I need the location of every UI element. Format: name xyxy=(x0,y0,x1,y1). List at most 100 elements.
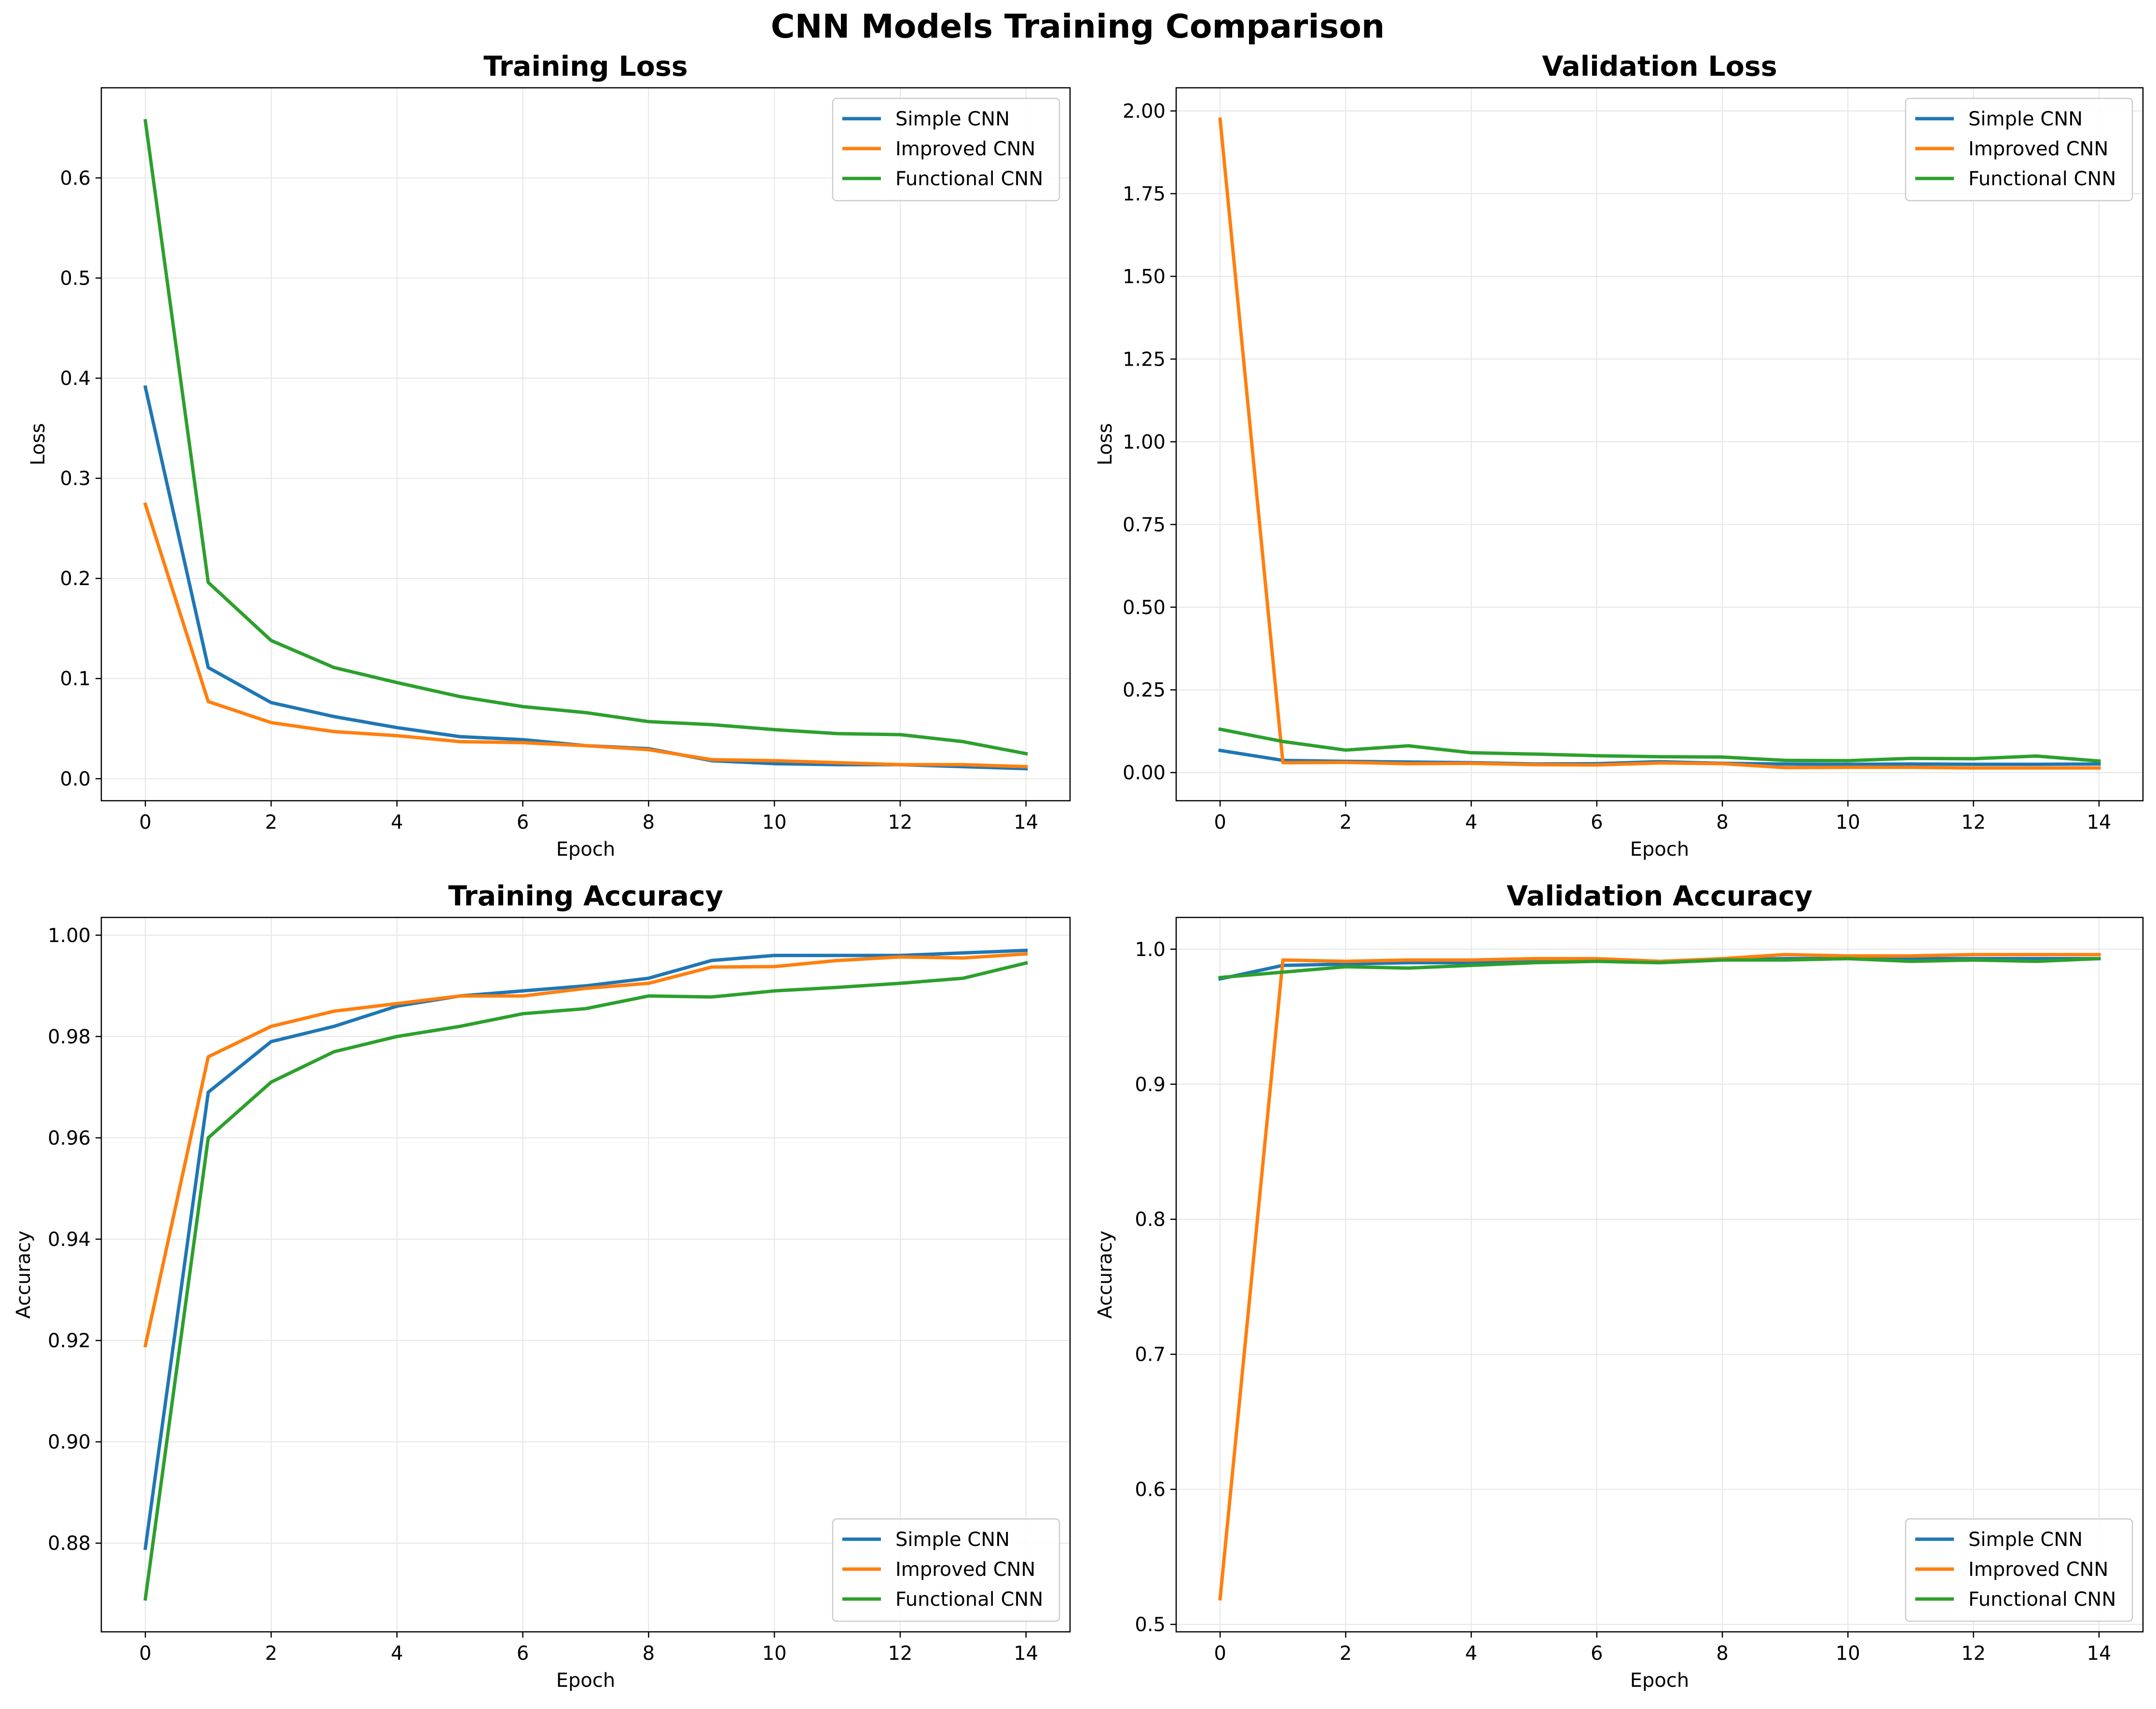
series-line-functional-cnn xyxy=(143,119,1028,756)
panel-title: Training Loss xyxy=(483,51,687,82)
chart-panel-3: 0 2 4 6 8 10 12 14 0.88 0.90 0.92 0.94 0.96 0.98 1.00 T… xyxy=(13,880,1071,1692)
x-tick-label: 0 xyxy=(139,1642,151,1665)
legend-label: Improved CNN xyxy=(895,138,1035,160)
y-tick-label: 0.94 xyxy=(48,1229,91,1251)
legend: Simple CNN Improved CNN Functional CNN xyxy=(1905,1518,2133,1622)
x-tick-label: 10 xyxy=(762,811,787,834)
y-tick-label: 0.00 xyxy=(1123,762,1166,784)
axes-frame xyxy=(1175,87,2144,802)
y-axis-label: Loss xyxy=(27,423,49,465)
x-tick-label: 12 xyxy=(888,1642,912,1665)
legend-label: Functional CNN xyxy=(895,168,1043,190)
y-tick-label: 0.5 xyxy=(60,267,91,289)
figure-title: CNN Models Training Comparison xyxy=(771,8,1385,46)
x-tick-label: 10 xyxy=(1836,811,1860,834)
panel-title: Training Accuracy xyxy=(448,880,723,912)
y-tick-label: 1.00 xyxy=(1123,431,1166,453)
chart-panel-2: 0 2 4 6 8 10 12 14 0.00 0.25 0.50 0.75 1.00 1.25 1.50 1… xyxy=(1094,51,2144,861)
x-tick-label: 2 xyxy=(265,1642,277,1665)
axes-frame xyxy=(1175,916,2144,1633)
x-tick-label: 10 xyxy=(762,1642,787,1665)
y-tick-label: 0.96 xyxy=(48,1127,91,1149)
y-tick-label: 0.98 xyxy=(48,1026,91,1048)
axes-frame xyxy=(100,87,1071,802)
x-tick-label: 0 xyxy=(139,811,151,834)
series-line-functional-cnn xyxy=(1218,727,2101,763)
x-tick-label: 14 xyxy=(1014,811,1038,834)
x-tick-label: 6 xyxy=(517,811,529,834)
y-tick-label: 0.4 xyxy=(60,368,91,390)
x-tick-label: 12 xyxy=(888,811,912,834)
y-tick-label: 1.00 xyxy=(48,925,91,947)
y-tick-label: 1.25 xyxy=(1123,348,1166,370)
legend-label: Simple CNN xyxy=(895,108,1010,130)
legend-label: Functional CNN xyxy=(1968,1588,2116,1611)
y-tick-label: 0.5 xyxy=(1135,1614,1166,1636)
y-tick-label: 1.50 xyxy=(1123,266,1166,288)
x-tick-label: 4 xyxy=(1465,1642,1477,1665)
x-tick-label: 0 xyxy=(1214,1642,1226,1665)
legend: Simple CNN Improved CNN Functional CNN xyxy=(1905,97,2133,202)
legend-box xyxy=(832,1518,1060,1622)
legend-label: Improved CNN xyxy=(1968,1559,2108,1581)
legend-label: Improved CNN xyxy=(895,1559,1035,1581)
legend-label: Simple CNN xyxy=(895,1529,1010,1551)
legend-label: Simple CNN xyxy=(1968,108,2083,130)
y-tick-label: 0.3 xyxy=(60,468,91,490)
series-line-improved-cnn xyxy=(143,502,1028,769)
x-tick-label: 6 xyxy=(1591,1642,1603,1665)
y-axis-label: Accuracy xyxy=(1094,1230,1116,1319)
legend-box xyxy=(1905,97,2133,202)
legend-label: Simple CNN xyxy=(1968,1529,2083,1551)
y-tick-label: 0.9 xyxy=(1135,1074,1166,1096)
series-line-simple-cnn xyxy=(143,948,1028,1550)
series-line-functional-cnn xyxy=(143,961,1028,1601)
series-line-improved-cnn xyxy=(1218,117,2101,770)
y-tick-label: 1.75 xyxy=(1123,183,1166,205)
legend-label: Improved CNN xyxy=(1968,138,2108,160)
x-tick-label: 14 xyxy=(1014,1642,1038,1665)
panel-title: Validation Accuracy xyxy=(1507,880,1813,912)
x-tick-label: 12 xyxy=(1961,811,1986,834)
x-tick-label: 8 xyxy=(1716,1642,1728,1665)
y-tick-label: 0.50 xyxy=(1123,597,1166,619)
panel-title: Validation Loss xyxy=(1542,51,1777,82)
legend-box xyxy=(1905,1518,2133,1622)
y-tick-label: 0.25 xyxy=(1123,679,1166,701)
legend: Simple CNN Improved CNN Functional CNN xyxy=(832,1518,1060,1622)
x-tick-label: 10 xyxy=(1836,1642,1860,1665)
series-line-functional-cnn xyxy=(1218,957,2101,980)
y-tick-label: 0.0 xyxy=(60,768,91,790)
y-axis-label: Accuracy xyxy=(13,1230,35,1319)
y-axis-label: Loss xyxy=(1094,423,1116,465)
x-tick-label: 2 xyxy=(1340,811,1352,834)
x-tick-label: 6 xyxy=(517,1642,529,1665)
x-tick-label: 0 xyxy=(1214,811,1226,834)
x-tick-label: 8 xyxy=(643,1642,655,1665)
x-axis-label: Epoch xyxy=(1630,1669,1689,1692)
x-axis-label: Epoch xyxy=(1630,838,1689,861)
axes-frame xyxy=(100,916,1071,1633)
x-tick-label: 8 xyxy=(643,811,655,834)
x-tick-label: 8 xyxy=(1716,811,1728,834)
y-tick-label: 1.0 xyxy=(1135,939,1166,961)
legend-box xyxy=(832,97,1060,202)
legend-label: Functional CNN xyxy=(895,1588,1043,1611)
y-tick-label: 0.7 xyxy=(1135,1344,1166,1366)
x-tick-label: 14 xyxy=(2087,1642,2111,1665)
x-tick-label: 2 xyxy=(265,811,277,834)
x-tick-label: 6 xyxy=(1591,811,1603,834)
y-tick-label: 0.6 xyxy=(60,167,91,190)
y-tick-label: 0.75 xyxy=(1123,514,1166,536)
chart-panel-1: 0 2 4 6 8 10 12 14 0.0 0.1 0.2 0.3 0.4 0.5 0.6 Training… xyxy=(27,51,1071,861)
y-tick-label: 0.90 xyxy=(48,1431,91,1453)
chart-panel-4: 0 2 4 6 8 10 12 14 0.5 0.6 0.7 0.8 0.9 1.0 Validation … xyxy=(1094,880,2144,1692)
legend: Simple CNN Improved CNN Functional CNN xyxy=(832,97,1060,202)
x-tick-label: 4 xyxy=(391,811,403,834)
legend-label: Functional CNN xyxy=(1968,168,2116,190)
x-tick-label: 2 xyxy=(1340,1642,1352,1665)
y-tick-label: 0.6 xyxy=(1135,1479,1166,1501)
x-axis-label: Epoch xyxy=(556,838,615,861)
x-tick-label: 14 xyxy=(2087,811,2111,834)
y-tick-label: 0.88 xyxy=(48,1532,91,1555)
